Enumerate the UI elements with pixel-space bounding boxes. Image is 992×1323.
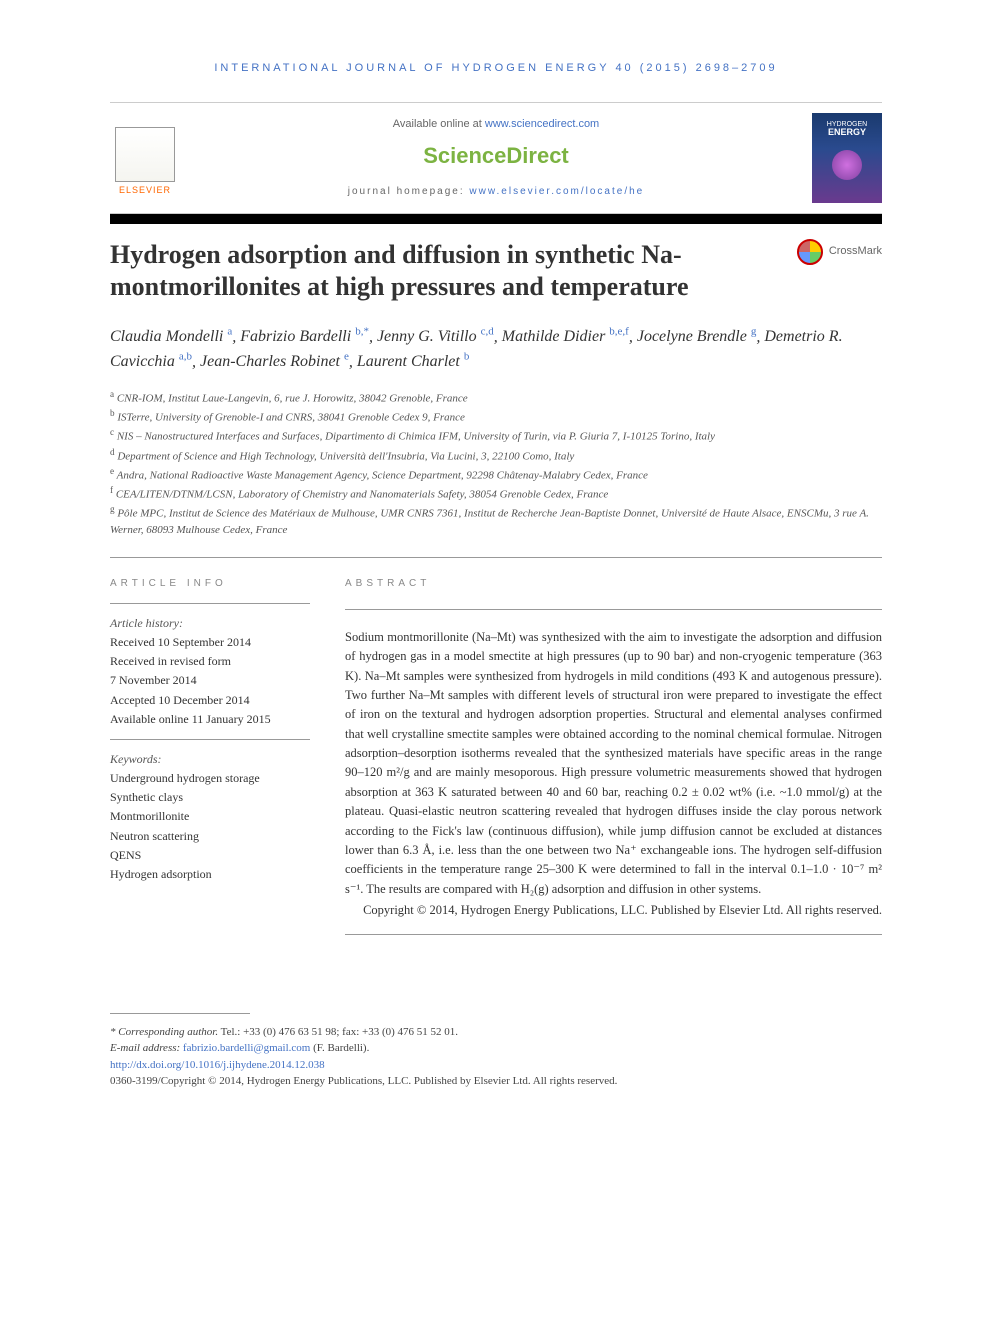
center-header: Available online at www.sciencedirect.co… — [180, 116, 812, 199]
top-section: ELSEVIER Available online at www.science… — [110, 102, 882, 214]
email-label: E-mail address: — [110, 1042, 183, 1054]
cover-title-2: ENERGY — [828, 128, 866, 138]
authors: Claudia Mondelli a, Fabrizio Bardelli b,… — [110, 324, 882, 375]
keywords-label: Keywords: — [110, 750, 310, 769]
issn-copyright: 0360-3199/Copyright © 2014, Hydrogen Ene… — [110, 1073, 882, 1090]
history-online: Available online 11 January 2015 — [110, 710, 310, 729]
history-accepted: Accepted 10 December 2014 — [110, 691, 310, 710]
footer: * Corresponding author. Tel.: +33 (0) 47… — [110, 1024, 882, 1090]
affiliation: g Pôle MPC, Institut de Science des Maté… — [110, 503, 882, 539]
available-online: Available online at www.sciencedirect.co… — [180, 116, 812, 133]
email-line: E-mail address: fabrizio.bardelli@gmail.… — [110, 1040, 882, 1057]
corr-label: * Corresponding author. — [110, 1026, 218, 1038]
abstract-text: Sodium montmorillonite (Na–Mt) was synth… — [345, 628, 882, 899]
journal-homepage: journal homepage: www.elsevier.com/locat… — [180, 184, 812, 199]
keyword: Synthetic clays — [110, 788, 310, 807]
sciencedirect-link[interactable]: www.sciencedirect.com — [485, 118, 599, 130]
article-info-column: ARTICLE INFO Article history: Received 1… — [110, 576, 310, 953]
journal-cover[interactable]: HYDROGEN ENERGY — [812, 113, 882, 203]
article-history: Article history: Received 10 September 2… — [110, 614, 310, 729]
article-info-header: ARTICLE INFO — [110, 576, 310, 591]
sciencedirect-logo[interactable]: ScienceDirect — [180, 139, 812, 172]
journal-header: INTERNATIONAL JOURNAL OF HYDROGEN ENERGY… — [110, 60, 882, 77]
divider — [345, 609, 882, 610]
keyword: QENS — [110, 846, 310, 865]
history-label: Article history: — [110, 614, 310, 633]
history-revised-label: Received in revised form — [110, 652, 310, 671]
author: Mathilde Didier b,e,f — [502, 328, 629, 345]
elsevier-logo[interactable]: ELSEVIER — [110, 118, 180, 198]
elsevier-tree-icon — [115, 127, 175, 182]
history-revised-date: 7 November 2014 — [110, 671, 310, 690]
author: Claudia Mondelli a — [110, 328, 232, 345]
black-divider — [110, 214, 882, 224]
cover-graphic-icon — [832, 150, 862, 180]
author: Jocelyne Brendle g — [637, 328, 757, 345]
affiliation: a CNR-IOM, Institut Laue-Langevin, 6, ru… — [110, 388, 882, 407]
content-columns: ARTICLE INFO Article history: Received 1… — [110, 576, 882, 953]
keyword: Neutron scattering — [110, 827, 310, 846]
elsevier-label: ELSEVIER — [119, 184, 171, 198]
email-link[interactable]: fabrizio.bardelli@gmail.com — [183, 1042, 310, 1054]
author: Laurent Charlet b — [357, 353, 469, 370]
divider — [345, 934, 882, 935]
author: Jenny G. Vitillo c,d — [377, 328, 494, 345]
email-suffix: (F. Bardelli). — [310, 1042, 369, 1054]
author: Fabrizio Bardelli b,* — [240, 328, 369, 345]
affiliation: c NIS – Nanostructured Interfaces and Su… — [110, 426, 882, 445]
abstract-column: ABSTRACT Sodium montmorillonite (Na–Mt) … — [345, 576, 882, 953]
divider — [110, 557, 882, 558]
affiliation: d Department of Science and High Technol… — [110, 446, 882, 465]
affiliation: f CEA/LITEN/DTNM/LCSN, Laboratory of Che… — [110, 484, 882, 503]
affiliations: a CNR-IOM, Institut Laue-Langevin, 6, ru… — [110, 388, 882, 539]
doi-link[interactable]: http://dx.doi.org/10.1016/j.ijhydene.201… — [110, 1059, 325, 1071]
abstract-copyright: Copyright © 2014, Hydrogen Energy Public… — [345, 901, 882, 920]
corresponding-author: * Corresponding author. Tel.: +33 (0) 47… — [110, 1024, 882, 1041]
author: Jean-Charles Robinet e — [200, 353, 349, 370]
available-online-prefix: Available online at — [393, 118, 485, 130]
crossmark-badge[interactable]: CrossMark — [797, 239, 882, 265]
divider — [110, 739, 310, 740]
title-section: Hydrogen adsorption and diffusion in syn… — [110, 224, 882, 304]
keyword: Hydrogen adsorption — [110, 865, 310, 884]
keyword: Montmorillonite — [110, 807, 310, 826]
article-title: Hydrogen adsorption and diffusion in syn… — [110, 239, 750, 304]
corr-tel: Tel.: +33 (0) 476 63 51 98; fax: +33 (0)… — [218, 1026, 458, 1038]
divider — [110, 603, 310, 604]
homepage-link[interactable]: www.elsevier.com/locate/he — [469, 186, 644, 197]
history-received: Received 10 September 2014 — [110, 633, 310, 652]
affiliation: b ISTerre, University of Grenoble-I and … — [110, 407, 882, 426]
homepage-prefix: journal homepage: — [348, 186, 470, 197]
abstract-header: ABSTRACT — [345, 576, 882, 591]
footer-divider — [110, 1013, 250, 1014]
keywords: Keywords: Underground hydrogen storageSy… — [110, 750, 310, 884]
crossmark-icon — [797, 239, 823, 265]
crossmark-label: CrossMark — [829, 243, 882, 260]
affiliation: e Andra, National Radioactive Waste Mana… — [110, 465, 882, 484]
keyword: Underground hydrogen storage — [110, 769, 310, 788]
